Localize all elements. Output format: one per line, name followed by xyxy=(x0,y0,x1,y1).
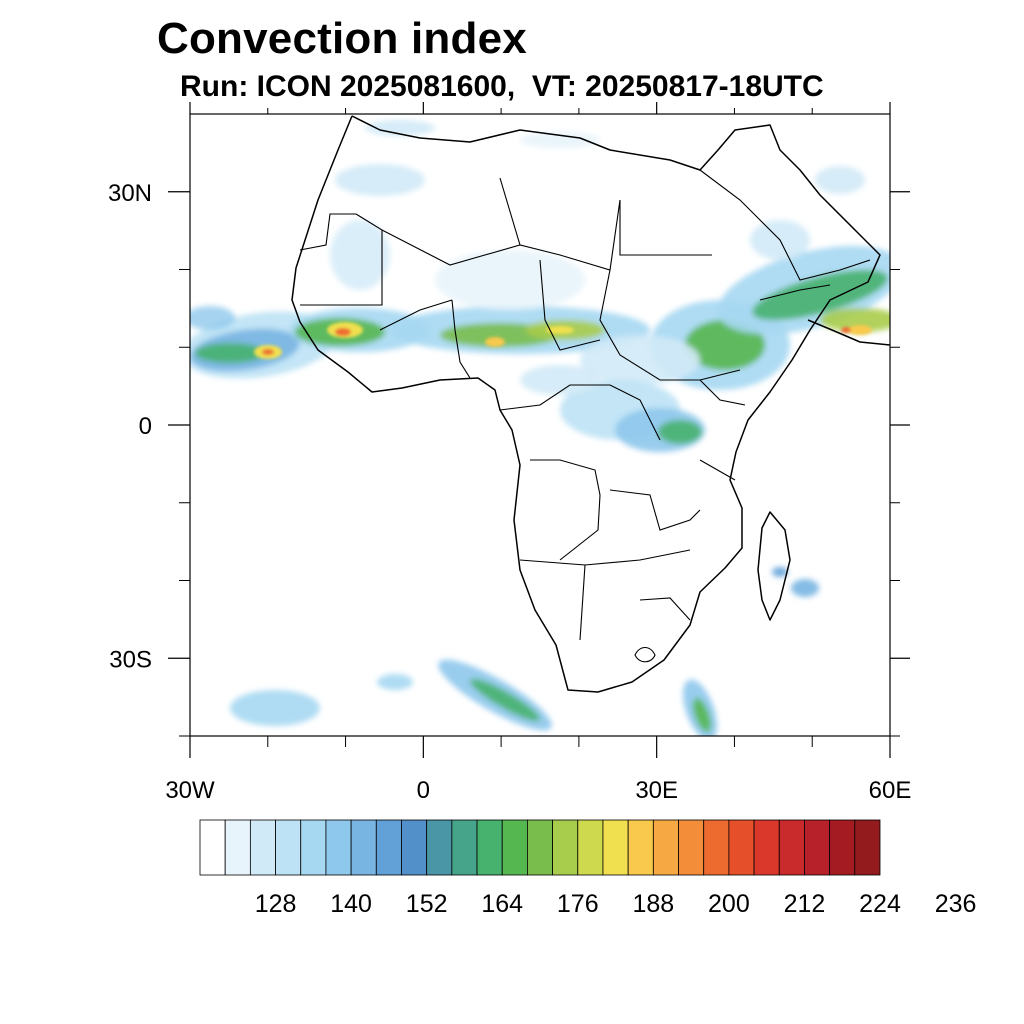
colorbar-swatch xyxy=(652,819,679,876)
colorbar-swatch xyxy=(451,819,478,876)
lon-tick-label: 0 xyxy=(417,777,430,804)
colorbar-swatch xyxy=(602,819,629,876)
colorbar-swatch xyxy=(753,819,780,876)
colorbar-swatch xyxy=(703,819,730,876)
map-subtitle: Run: ICON 2025081600, VT: 20250817-18UTC xyxy=(180,70,824,103)
colorbar-label: 176 xyxy=(557,890,599,918)
coastlines xyxy=(291,115,890,693)
plot-area xyxy=(190,114,890,736)
colorbar-swatch xyxy=(627,819,654,876)
lat-tick-label: 30N xyxy=(108,180,152,207)
colorbar-swatch xyxy=(778,819,805,876)
country-borders xyxy=(299,169,871,663)
colorbar-label: 188 xyxy=(632,890,674,918)
lat-tick-label: 0 xyxy=(139,413,152,440)
colorbar-swatch xyxy=(577,819,604,876)
colorbar-swatch xyxy=(249,819,276,876)
colorbar-label: 212 xyxy=(784,890,826,918)
colorbar-swatch xyxy=(426,819,453,876)
colorbar-label: 140 xyxy=(330,890,372,918)
colorbar-swatch xyxy=(854,819,881,876)
colorbar: 128 140 152 164 176 188 200 212 224 236 xyxy=(199,819,977,918)
lon-tick-label: 30E xyxy=(635,777,678,804)
colorbar-label: 152 xyxy=(406,890,448,918)
lon-tick-label: 30W xyxy=(165,777,215,804)
colorbar-label: 224 xyxy=(859,890,901,918)
colorbar-swatch xyxy=(375,819,402,876)
convection-field xyxy=(190,120,890,736)
colorbar-swatch xyxy=(527,819,553,876)
colorbar-swatch xyxy=(728,819,755,876)
colorbar-label: 128 xyxy=(255,890,297,918)
map-axes: 30W 0 30E 60E 30N 0 30S xyxy=(108,102,911,804)
colorbar-swatch xyxy=(829,819,856,876)
colorbar-swatch xyxy=(350,819,377,876)
colorbar-swatch xyxy=(224,819,251,876)
colorbar-swatch xyxy=(199,819,226,876)
lat-tick-label: 30S xyxy=(109,646,152,673)
colorbar-label: 236 xyxy=(935,890,977,918)
colorbar-swatch xyxy=(275,819,302,876)
colorbar-label: 200 xyxy=(708,890,750,918)
colorbar-swatch xyxy=(401,819,428,876)
colorbar-swatch xyxy=(476,819,503,876)
colorbar-swatch xyxy=(678,819,705,876)
map-title: Convection index xyxy=(157,14,527,63)
colorbar-swatch xyxy=(325,819,352,876)
colorbar-swatch xyxy=(552,819,579,876)
colorbar-label: 164 xyxy=(481,890,523,918)
lon-tick-label: 60E xyxy=(869,777,912,804)
colorbar-swatch xyxy=(501,819,528,876)
colorbar-swatch xyxy=(300,819,327,876)
colorbar-swatch xyxy=(804,819,831,876)
